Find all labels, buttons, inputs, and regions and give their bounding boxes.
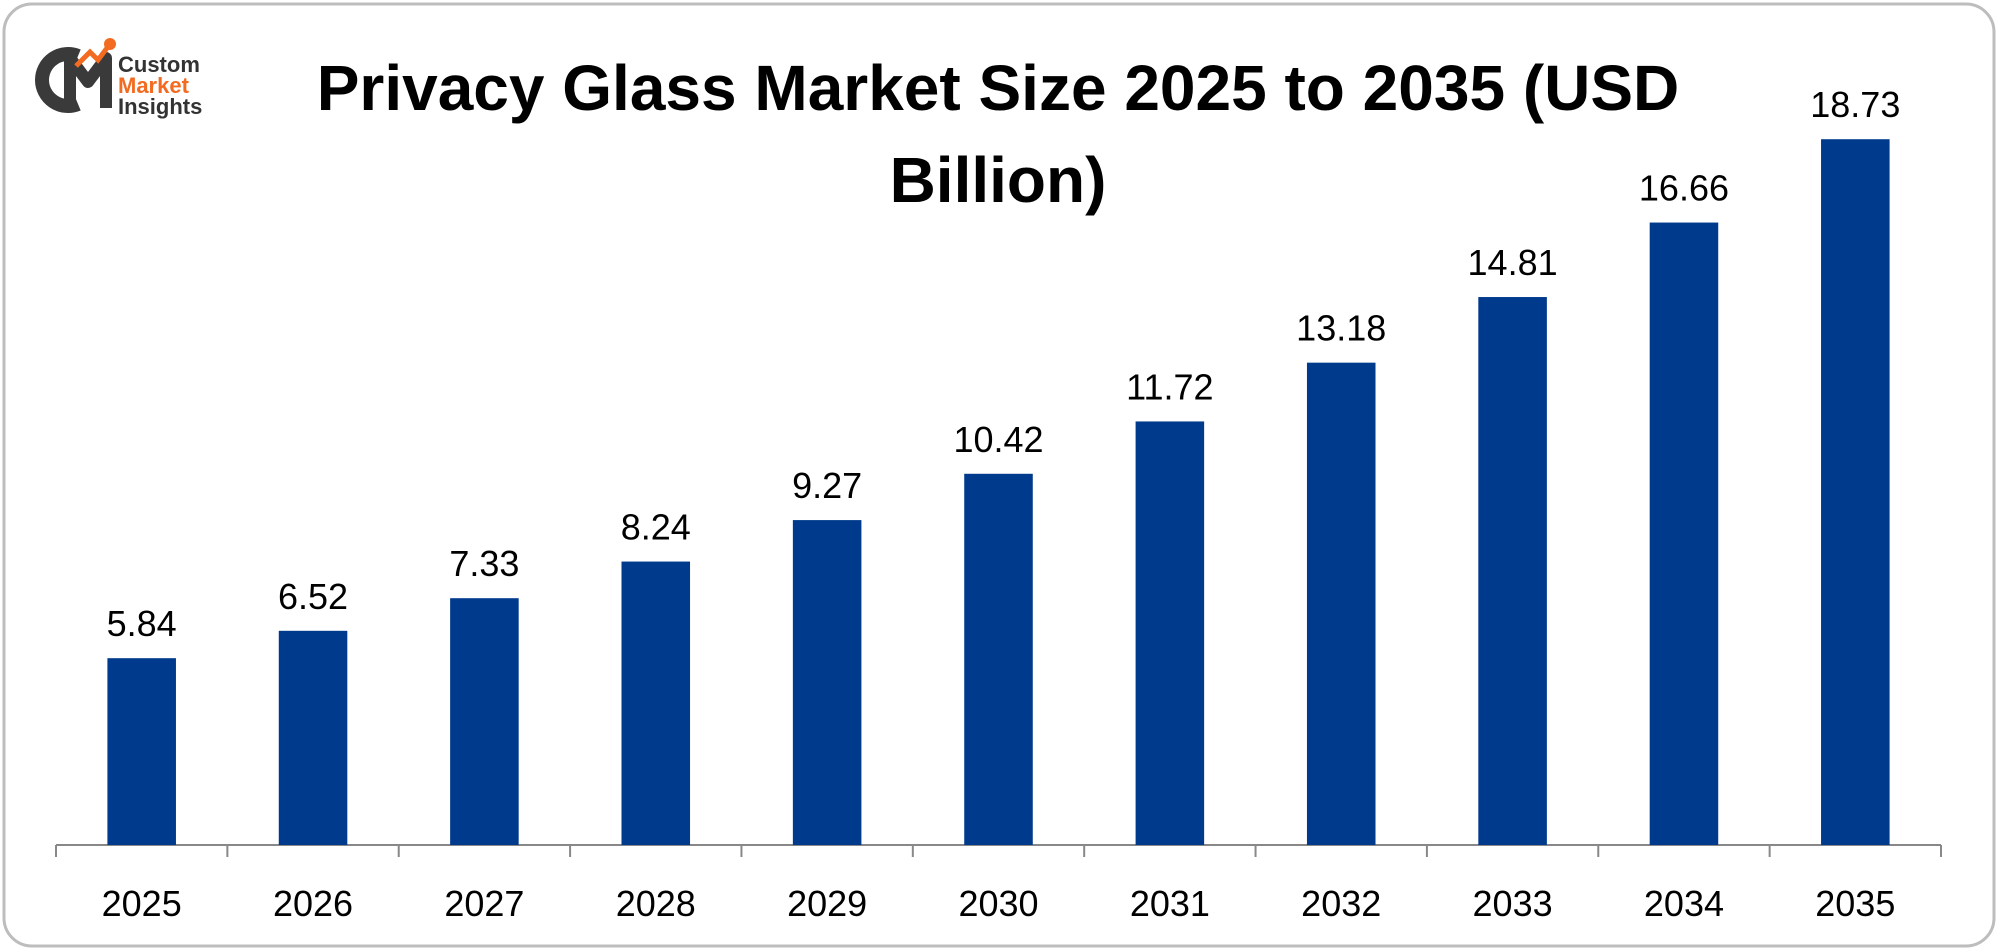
x-tick-label: 2030 xyxy=(958,883,1038,924)
bar xyxy=(278,630,348,845)
x-tick-label: 2029 xyxy=(787,883,867,924)
x-tick-label: 2028 xyxy=(616,883,696,924)
bar xyxy=(107,658,176,845)
bar xyxy=(1306,362,1376,845)
value-label: 7.33 xyxy=(449,543,519,584)
value-label: 6.52 xyxy=(278,576,348,617)
bar xyxy=(1821,139,1890,845)
x-tick-label: 2033 xyxy=(1473,883,1553,924)
bar xyxy=(1478,297,1547,845)
logo-text: Insights xyxy=(118,94,202,119)
x-tick-label: 2031 xyxy=(1130,883,1210,924)
logo-arrow xyxy=(74,42,112,68)
x-tick-label: 2035 xyxy=(1815,883,1895,924)
value-label: 14.81 xyxy=(1468,242,1558,283)
logo-text: Custom xyxy=(118,52,200,77)
value-label: 13.18 xyxy=(1296,308,1386,349)
bar xyxy=(964,473,1033,845)
bar xyxy=(792,520,862,845)
logo-dot xyxy=(104,38,116,50)
logo-m xyxy=(64,52,112,108)
value-label: 10.42 xyxy=(953,419,1043,460)
bar xyxy=(1135,421,1205,845)
value-label: 9.27 xyxy=(792,465,862,506)
logo-text: Market xyxy=(118,73,190,98)
x-tick-label: 2027 xyxy=(444,883,524,924)
x-tick-label: 2032 xyxy=(1301,883,1381,924)
x-tick-label: 2034 xyxy=(1644,883,1724,924)
value-label: 5.84 xyxy=(107,603,177,644)
x-tick-label: 2025 xyxy=(102,883,182,924)
logo-c xyxy=(35,47,81,113)
chart-title: Privacy Glass Market Size 2025 to 2035 (… xyxy=(316,52,1680,216)
value-label: 18.73 xyxy=(1810,84,1900,125)
value-label: 8.24 xyxy=(621,507,691,548)
value-label: 16.66 xyxy=(1639,168,1729,209)
bar xyxy=(1649,222,1719,846)
bar xyxy=(621,561,691,845)
logo: Custom Market Insights xyxy=(35,38,202,119)
bar xyxy=(450,598,519,845)
value-label: 11.72 xyxy=(1126,366,1213,407)
x-tick-label: 2026 xyxy=(273,883,353,924)
